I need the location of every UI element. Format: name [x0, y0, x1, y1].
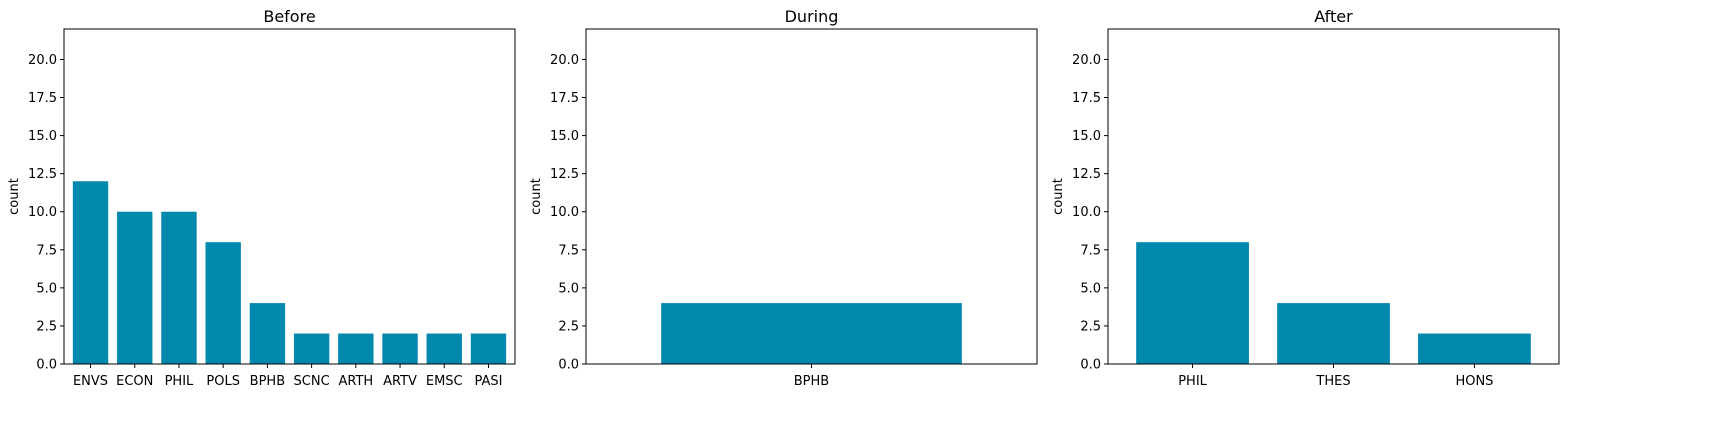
- y-tick-label: 0.0: [1080, 358, 1101, 373]
- y-tick-label: 17.5: [28, 91, 57, 106]
- x-tick-label: BPHB: [794, 374, 829, 389]
- x-tick-label: THES: [1315, 374, 1350, 389]
- x-tick-label: ARTV: [383, 374, 417, 389]
- y-tick-label: 15.0: [28, 129, 57, 144]
- y-tick-label: 15.0: [550, 129, 579, 144]
- x-tick-label: SCNC: [294, 374, 330, 389]
- bar-arth: [338, 333, 374, 364]
- x-tick-label: ECON: [116, 374, 153, 389]
- plot-frame: [63, 28, 516, 365]
- bar-scnc: [293, 333, 330, 364]
- y-tick-label: 0.0: [36, 358, 57, 373]
- x-tick-label: ARTH: [338, 374, 373, 389]
- bar-bphb: [661, 303, 962, 364]
- y-axis-label: count: [529, 178, 544, 215]
- chart-panel-1: 0.0 2.5 5.0 7.5 10.0 12.5 15.0 17.5 20.0 ENVS ECON…: [7, 7, 516, 389]
- y-tick-label: 7.5: [558, 243, 579, 258]
- y-tick-label: 15.0: [1072, 129, 1101, 144]
- x-tick-label: PASI: [474, 374, 502, 389]
- x-tick-label: BPHB: [250, 374, 285, 389]
- bar-artv: [382, 333, 418, 364]
- bar-phil: [161, 211, 197, 364]
- bar-pasi: [470, 333, 507, 364]
- bar-econ: [117, 211, 153, 364]
- y-tick-label: 12.5: [1072, 167, 1101, 182]
- y-tick-label: 20.0: [28, 53, 57, 68]
- y-tick-label: 2.5: [1080, 319, 1101, 334]
- bar-emsc: [426, 333, 462, 364]
- y-axis-label: count: [7, 178, 22, 215]
- y-tick-label: 10.0: [550, 205, 579, 220]
- chart-panel-2: 0.0 2.5 5.0 7.5 10.0 12.5 15.0 17.5 20.0 BPHB Duri…: [529, 7, 1038, 389]
- y-tick-label: 7.5: [36, 243, 57, 258]
- y-tick-label: 10.0: [28, 205, 57, 220]
- y-tick-label: 5.0: [558, 281, 579, 296]
- y-tick-label: 12.5: [28, 167, 57, 182]
- bar-pols: [205, 242, 241, 364]
- bar-thes: [1277, 303, 1390, 364]
- chart-panel-3: 0.0 2.5 5.0 7.5 10.0 12.5 15.0 17.5 20.0 PHIL THES…: [1051, 7, 1560, 389]
- y-axis-label: count: [1051, 178, 1066, 215]
- y-tick-label: 17.5: [550, 91, 579, 106]
- bar-envs: [72, 181, 109, 364]
- bar-phil: [1136, 242, 1249, 364]
- chart-title: After: [1314, 7, 1353, 26]
- y-tick-label: 10.0: [1072, 205, 1101, 220]
- y-tick-label: 20.0: [1072, 53, 1101, 68]
- x-tick-label: PHIL: [1178, 374, 1207, 389]
- chart-title: During: [785, 7, 839, 26]
- y-tick-label: 7.5: [1080, 243, 1101, 258]
- y-tick-label: 12.5: [550, 167, 579, 182]
- y-tick-label: 20.0: [550, 53, 579, 68]
- y-tick-label: 5.0: [36, 281, 57, 296]
- y-tick-label: 2.5: [36, 319, 57, 334]
- x-tick-label: ENVS: [73, 374, 108, 389]
- y-tick-label: 17.5: [1072, 91, 1101, 106]
- bar-bphb: [249, 303, 286, 364]
- y-tick-label: 2.5: [558, 319, 579, 334]
- x-tick-label: PHIL: [165, 374, 194, 389]
- x-tick-label: EMSC: [426, 374, 463, 389]
- bar-hons: [1418, 333, 1531, 364]
- x-tick-label: POLS: [206, 374, 240, 389]
- x-tick-label: HONS: [1455, 374, 1493, 389]
- chart-title: Before: [263, 7, 315, 26]
- y-tick-label: 5.0: [1080, 281, 1101, 296]
- y-tick-label: 0.0: [558, 358, 579, 373]
